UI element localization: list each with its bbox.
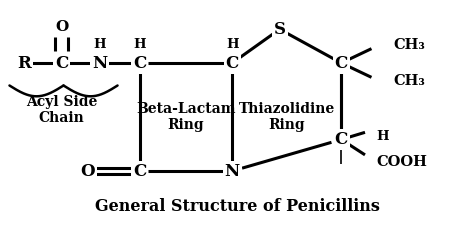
- Text: CH₃: CH₃: [393, 74, 425, 88]
- Text: Acyl Side
Chain: Acyl Side Chain: [26, 95, 97, 125]
- Text: Thiazolidine
Ring: Thiazolidine Ring: [238, 102, 335, 132]
- Text: CH₃: CH₃: [393, 38, 425, 52]
- Text: C: C: [133, 162, 146, 180]
- Text: H: H: [134, 38, 146, 52]
- Text: C: C: [335, 54, 348, 72]
- Text: H: H: [226, 38, 238, 52]
- Text: O: O: [81, 162, 95, 180]
- Text: R: R: [17, 54, 31, 72]
- Text: S: S: [273, 21, 286, 38]
- Text: C: C: [133, 54, 146, 72]
- Text: O: O: [55, 20, 68, 34]
- Text: H: H: [93, 38, 106, 52]
- Text: General Structure of Penicillins: General Structure of Penicillins: [94, 198, 380, 215]
- Text: N: N: [225, 162, 240, 180]
- Text: N: N: [92, 54, 107, 72]
- Text: C: C: [335, 131, 348, 148]
- Text: C: C: [226, 54, 239, 72]
- Text: Beta-Lactam
Ring: Beta-Lactam Ring: [136, 102, 236, 132]
- Text: H: H: [377, 130, 390, 143]
- Text: C: C: [55, 54, 68, 72]
- Text: COOH: COOH: [377, 155, 428, 169]
